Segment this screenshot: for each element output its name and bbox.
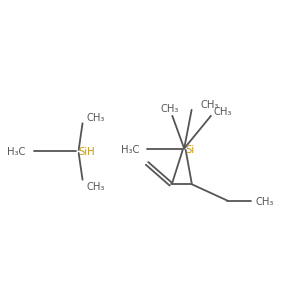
Text: CH₃: CH₃: [256, 196, 274, 206]
Text: CH₃: CH₃: [160, 104, 178, 114]
Text: CH₃: CH₃: [87, 182, 105, 192]
Text: CH₃: CH₃: [87, 113, 105, 123]
Text: CH₃: CH₃: [200, 100, 219, 110]
Text: Si: Si: [186, 145, 195, 154]
Text: SiH: SiH: [79, 148, 95, 158]
Text: H₃C: H₃C: [7, 148, 25, 158]
Text: H₃C: H₃C: [121, 145, 140, 154]
Text: CH₃: CH₃: [214, 107, 232, 117]
